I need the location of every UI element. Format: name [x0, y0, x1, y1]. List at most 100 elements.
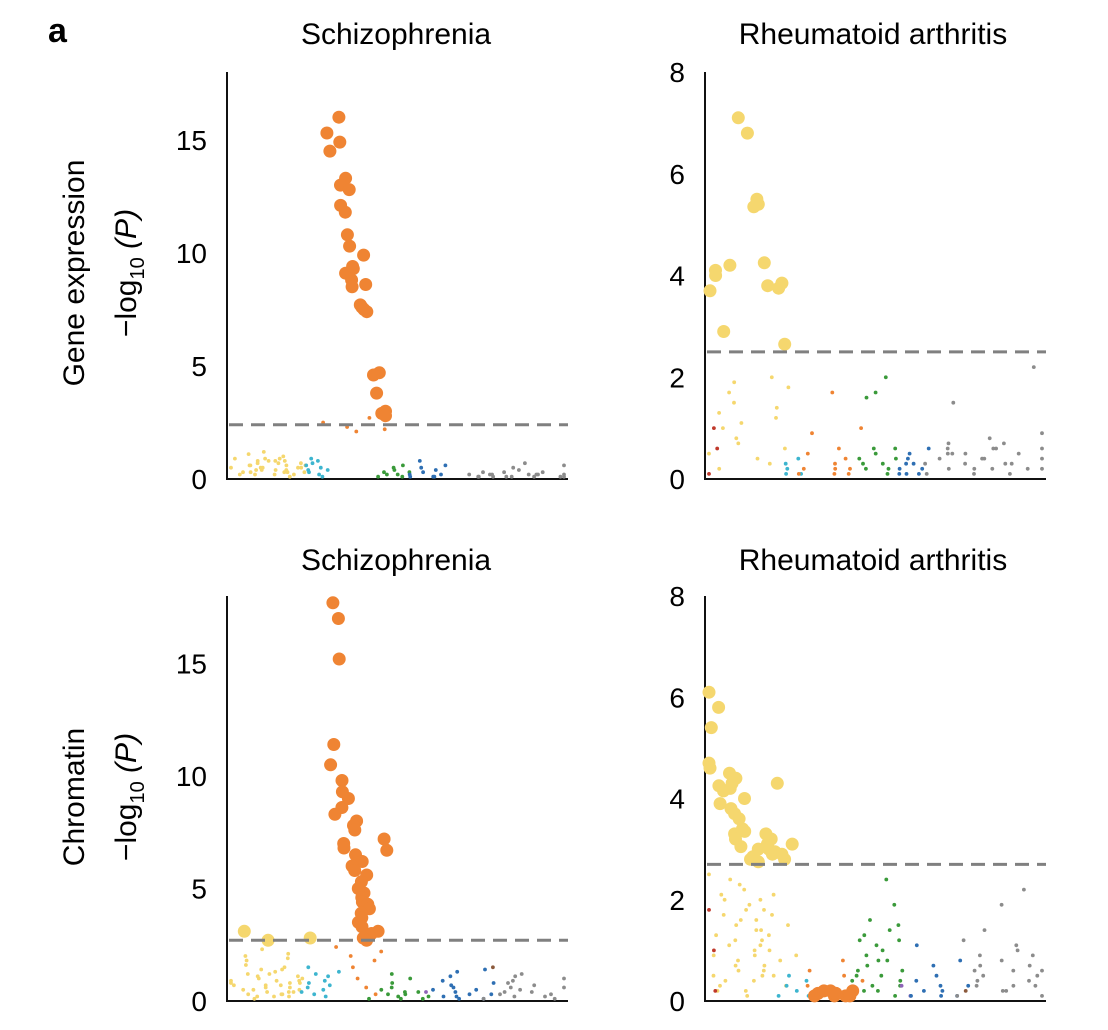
- data-point-yellow: [770, 776, 784, 790]
- data-point-yellow: [243, 954, 248, 958]
- data-point-green: [887, 928, 892, 932]
- panel-gene-expression-schizophrenia: Schizophrenia 0 5 10 15: [176, 18, 568, 495]
- data-point-cyan: [784, 472, 788, 476]
- data-point-blue: [966, 983, 971, 988]
- data-point-yellow: [291, 990, 296, 994]
- data-point-green: [892, 902, 897, 907]
- data-point-gray: [972, 472, 976, 476]
- data-point-green: [400, 474, 405, 479]
- data-point-green: [861, 461, 865, 466]
- data-point-yellow: [761, 968, 766, 973]
- data-point-yellow: [738, 824, 752, 838]
- data-point-yellow: [280, 967, 284, 972]
- data-point-gray: [1003, 461, 1008, 466]
- data-point-green: [854, 973, 859, 978]
- data-point-blue: [939, 994, 943, 998]
- data-point-blue: [483, 967, 487, 972]
- data-point-blue: [897, 472, 902, 476]
- y-tick-label: 8: [669, 57, 685, 88]
- data-point-gray: [945, 446, 950, 451]
- data-point-green: [880, 461, 885, 466]
- data-point-blue: [455, 969, 460, 974]
- data-point-gray: [999, 958, 1004, 963]
- data-point-yellow: [237, 924, 251, 938]
- data-point-orange: [357, 302, 371, 316]
- data-point-yellow: [794, 953, 799, 958]
- y-tick-label: 6: [669, 159, 685, 190]
- data-point-gray: [1011, 968, 1016, 973]
- data-point-gray: [1030, 953, 1035, 958]
- data-point-yellow: [734, 923, 739, 927]
- panel-chromatin-rheumatoid-arthritis: Rheumatoid arthritis 0 2 4 6 8: [669, 544, 1046, 1017]
- data-point-yellow: [717, 784, 730, 798]
- data-point-yellow: [302, 470, 307, 475]
- data-point-orange: [348, 864, 362, 877]
- y-tick-label: 4: [669, 261, 685, 292]
- data-point-green: [870, 983, 875, 988]
- y-tick-label: 0: [669, 464, 685, 495]
- data-point-yellow: [300, 976, 305, 981]
- data-point-cyan: [783, 461, 788, 466]
- data-point-orange: [842, 973, 846, 978]
- data-point-blue: [407, 472, 412, 477]
- y-axis-label-prefix: −log: [110, 280, 143, 338]
- data-point-yellow: [732, 812, 746, 826]
- data-point-yellow: [273, 459, 278, 463]
- data-point-gray: [1000, 989, 1005, 993]
- y-axis-label-suffix: (P): [110, 733, 143, 781]
- data-point-cyan: [323, 994, 328, 999]
- data-point-blue: [431, 987, 435, 992]
- data-point-yellow: [734, 840, 748, 854]
- y-axis-label-gene-expression: −log10 (P): [110, 209, 149, 337]
- data-point-yellow: [284, 463, 289, 468]
- data-point-yellow: [709, 269, 723, 282]
- data-point-gray: [972, 968, 977, 973]
- data-point-gray: [961, 938, 966, 943]
- data-point-yellow: [736, 441, 741, 446]
- data-point-yellow: [247, 463, 252, 468]
- data-point-orange: [335, 774, 349, 787]
- data-point-orange: [807, 968, 812, 973]
- data-point-yellow: [760, 938, 764, 943]
- data-point-yellow: [258, 465, 263, 470]
- data-point-blue: [922, 989, 926, 993]
- data-point-yellow: [278, 983, 283, 988]
- y-axis-label-suffix: (P): [110, 209, 143, 257]
- data-point-green: [395, 472, 400, 477]
- data-point-green: [886, 466, 891, 471]
- data-point-green: [873, 390, 878, 395]
- data-point-gray: [994, 446, 998, 451]
- data-point-gray: [509, 474, 514, 479]
- data-point-orange: [364, 985, 369, 990]
- data-point-yellow: [717, 411, 721, 415]
- data-point-orange: [367, 416, 372, 420]
- y-tick-label: 10: [176, 761, 207, 792]
- data-point-yellow: [245, 972, 250, 976]
- data-point-yellow: [265, 990, 269, 994]
- data-point-green: [401, 463, 405, 468]
- data-point-gray: [991, 446, 996, 451]
- data-point-blue: [904, 472, 909, 476]
- data-point-yellow: [254, 468, 258, 472]
- data-point-gray: [467, 472, 472, 477]
- data-point-orange: [334, 945, 338, 949]
- data-point-yellow: [299, 465, 304, 470]
- data-point-blue: [419, 465, 424, 470]
- data-point-yellow: [707, 872, 711, 877]
- data-point-green: [862, 989, 866, 993]
- data-point-yellow: [272, 994, 276, 999]
- data-point-gray: [526, 472, 531, 477]
- data-point-blue: [958, 958, 963, 963]
- data-point-yellow: [738, 918, 743, 922]
- data-point-orange: [326, 596, 340, 610]
- data-point-green: [862, 933, 867, 938]
- data-point-gray: [1009, 461, 1014, 466]
- data-point-yellow: [745, 994, 750, 998]
- data-point-cyan: [307, 981, 311, 985]
- data-point-cyan: [325, 468, 330, 472]
- data-point-yellow: [288, 985, 292, 990]
- data-point-yellow: [755, 456, 760, 461]
- data-point-yellow: [719, 892, 724, 897]
- data-point-purple: [899, 983, 904, 988]
- panel-letter: a: [48, 12, 68, 50]
